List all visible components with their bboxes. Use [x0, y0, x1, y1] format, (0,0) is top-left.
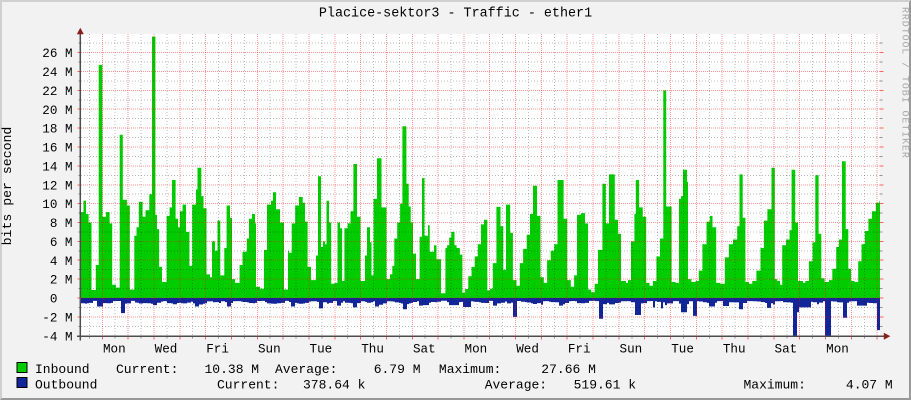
svg-text:0: 0 [50, 293, 58, 307]
svg-text:4.07 M: 4.07 M [846, 377, 893, 392]
svg-text:Fri: Fri [568, 343, 591, 357]
svg-text:Sun: Sun [620, 343, 643, 357]
svg-text:26 M: 26 M [42, 47, 72, 61]
svg-text:Tue: Tue [671, 343, 694, 357]
svg-text:Mon: Mon [465, 343, 488, 357]
svg-text:378.64 k: 378.64 k [303, 377, 366, 392]
svg-text:-2 M: -2 M [42, 312, 72, 326]
svg-text:Wed: Wed [516, 343, 539, 357]
svg-text:6.79 M: 6.79 M [374, 362, 421, 377]
svg-text:10.38 M: 10.38 M [205, 362, 260, 377]
svg-text:2 M: 2 M [50, 274, 73, 288]
svg-text:Inbound: Inbound [35, 362, 90, 377]
svg-text:24 M: 24 M [42, 66, 72, 80]
svg-text:6 M: 6 M [50, 236, 73, 250]
svg-text:Tue: Tue [310, 343, 333, 357]
svg-text:12 M: 12 M [42, 179, 72, 193]
svg-text:Fri: Fri [206, 343, 229, 357]
svg-text:519.61 k: 519.61 k [574, 377, 637, 392]
svg-text:16 M: 16 M [42, 142, 72, 156]
svg-text:Sat: Sat [413, 343, 436, 357]
svg-text:14 M: 14 M [42, 161, 72, 175]
svg-text:Mon: Mon [103, 343, 126, 357]
svg-text:8 M: 8 M [50, 217, 73, 231]
svg-text:Current:: Current: [116, 362, 178, 377]
svg-text:18 M: 18 M [42, 123, 72, 137]
svg-text:bits per second: bits per second [0, 127, 15, 246]
svg-text:Average:: Average: [485, 377, 547, 392]
svg-text:Sun: Sun [258, 343, 281, 357]
svg-text:Outbound: Outbound [35, 377, 97, 392]
svg-text:10 M: 10 M [42, 198, 72, 212]
svg-text:Mon: Mon [826, 343, 849, 357]
svg-text:RRDTOOL / TOBI OETIKER: RRDTOOL / TOBI OETIKER [899, 7, 911, 159]
svg-text:27.66 M: 27.66 M [541, 362, 596, 377]
svg-text:-4 M: -4 M [42, 330, 72, 344]
svg-text:4 M: 4 M [50, 255, 73, 269]
svg-text:20 M: 20 M [42, 104, 72, 118]
svg-text:Wed: Wed [155, 343, 178, 357]
svg-text:Maximum:: Maximum: [439, 362, 501, 377]
svg-text:22 M: 22 M [42, 85, 72, 99]
svg-text:Thu: Thu [361, 343, 384, 357]
svg-text:Thu: Thu [723, 343, 746, 357]
svg-text:Maximum:: Maximum: [744, 377, 806, 392]
svg-text:Placice-sektor3 - Traffic - et: Placice-sektor3 - Traffic - ether1 [319, 7, 592, 22]
svg-text:Average:: Average: [275, 362, 337, 377]
svg-text:Current:: Current: [217, 377, 279, 392]
svg-text:Sat: Sat [775, 343, 798, 357]
